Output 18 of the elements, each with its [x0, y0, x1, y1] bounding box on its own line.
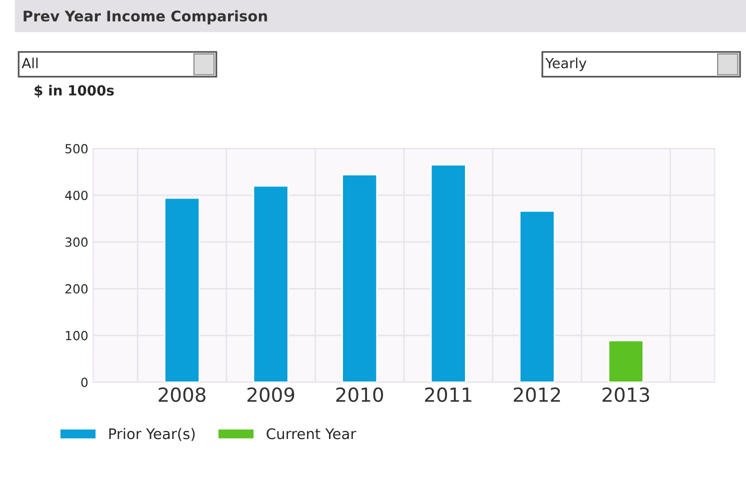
y-tick-label: 400 [65, 190, 88, 200]
y-tick-label: 300 [65, 237, 88, 247]
legend-label: Current Year [266, 428, 356, 440]
y-axis-title: $ in 1000s [34, 84, 114, 98]
y-tick-label: 100 [66, 330, 88, 340]
y-tick-label: 0 [81, 378, 88, 388]
x-tick-label: 2013 [602, 387, 650, 402]
chart-title: Prev Year Income Comparison [24, 10, 267, 24]
x-tick-label: 2011 [425, 387, 472, 402]
text: All [22, 58, 38, 68]
y-tick-label: 200 [65, 284, 88, 294]
x-tick-label: 2009 [247, 387, 294, 402]
text: Yearly [545, 58, 586, 72]
x-tick-label: 2008 [158, 387, 206, 402]
x-tick-label: 2010 [336, 387, 384, 402]
y-tick-label: 500 [65, 144, 88, 154]
x-tick-label: 2012 [514, 387, 560, 402]
legend-label: Prior Year(s) [109, 428, 195, 441]
